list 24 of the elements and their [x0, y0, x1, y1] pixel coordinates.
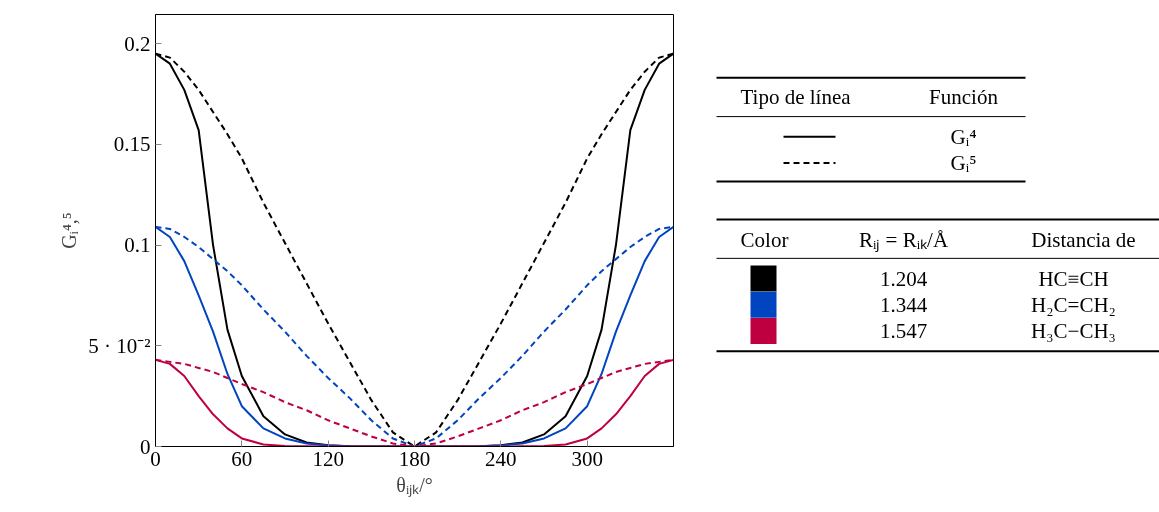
x-tick-label: 120 [312, 446, 344, 471]
text: Distancia de [1031, 227, 1136, 252]
text: H₂C=CH₂ [1031, 292, 1116, 317]
text: 1.344 [879, 292, 928, 317]
text: Color [740, 227, 789, 252]
x-tick-label: 60 [231, 446, 253, 471]
x-tick-label: 300 [571, 446, 603, 471]
x-tick-label: 240 [485, 446, 517, 471]
text: Gᵢ⁴ [950, 124, 977, 149]
x-axis-title: θᵢⱼₖ/° [396, 473, 433, 497]
y-tick-label: 5 · 10⁻² [88, 333, 151, 358]
text: HC≡CH [1038, 266, 1109, 291]
y-axis-title: Gᵢ⁴,⁵ [58, 212, 81, 249]
text: H₃C−CH₃ [1031, 318, 1116, 343]
y-tick-label: 0.15 [113, 132, 151, 157]
text: Rᵢⱼ = Rᵢₖ/Å [858, 227, 949, 253]
text: 1.204 [879, 266, 928, 291]
x-tick-label: 180 [398, 446, 431, 471]
text: 1.547 [879, 318, 928, 343]
y-tick-label: 0.1 [124, 233, 151, 258]
text: Tipo de línea [740, 85, 852, 110]
y-tick-label: 0.2 [124, 31, 151, 56]
text: Función [929, 85, 999, 110]
text: Gᵢ⁵ [950, 151, 977, 175]
